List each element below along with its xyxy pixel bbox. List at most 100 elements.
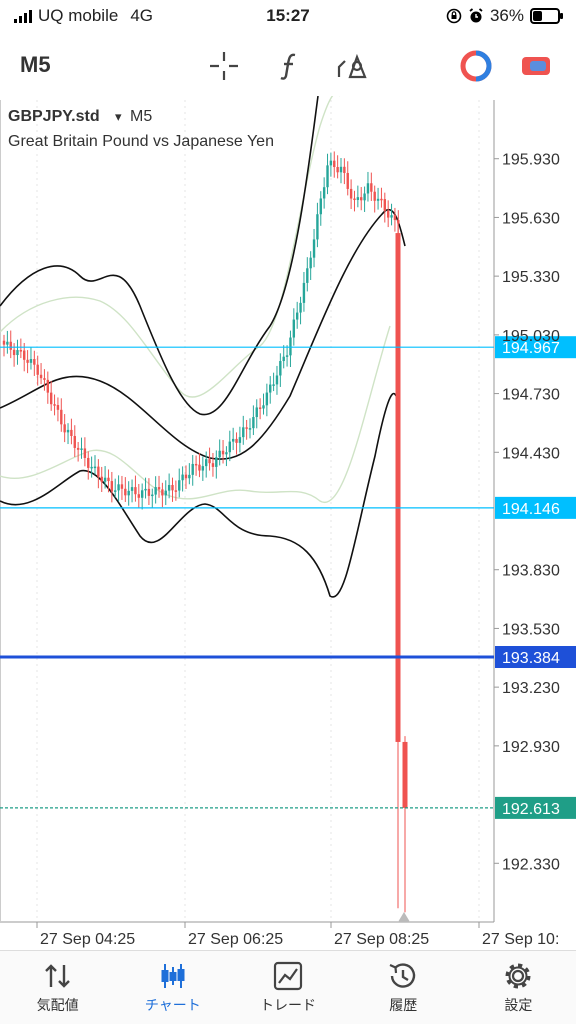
candle-body xyxy=(76,447,80,450)
candle-body xyxy=(225,452,228,455)
candle-body xyxy=(33,359,36,365)
nav-settings[interactable]: 設定 xyxy=(461,951,576,1024)
candle-body xyxy=(289,337,292,356)
candle-body xyxy=(208,459,211,464)
candle-body xyxy=(39,374,43,379)
price-axis-label: 195.930 xyxy=(502,152,560,169)
candle-body xyxy=(316,214,319,240)
status-time: 15:27 xyxy=(266,6,310,25)
candle-body xyxy=(70,429,73,436)
candle-body xyxy=(302,282,306,303)
candle-body xyxy=(393,215,397,221)
candle-body xyxy=(363,193,366,201)
candle-body xyxy=(272,384,275,386)
nav-quotes[interactable]: 気配値 xyxy=(0,951,115,1024)
candle-body xyxy=(147,488,151,496)
candle-body xyxy=(178,480,181,491)
candle-body xyxy=(36,364,39,375)
candle-body xyxy=(366,183,370,194)
crosshair-icon[interactable] xyxy=(206,48,242,84)
price-axis-label: 195.630 xyxy=(502,210,560,227)
price-chart[interactable]: 194.967 194.146 193.384 192.613 195.930 195.… xyxy=(0,92,576,950)
candle-body xyxy=(97,466,100,477)
candle-body xyxy=(329,160,333,166)
price-level-tag xyxy=(495,496,576,519)
candle-body xyxy=(292,319,296,338)
nav-chart[interactable]: チャート xyxy=(115,951,230,1024)
candle-body xyxy=(43,378,46,380)
chart-symbol: GBPJPY.std xyxy=(8,108,100,125)
candle-body xyxy=(235,438,238,443)
candle-body xyxy=(191,463,194,475)
candle-body xyxy=(346,172,349,189)
candle-body xyxy=(319,198,322,215)
candle-body xyxy=(205,459,208,467)
candle-body xyxy=(248,428,252,430)
candle-body xyxy=(100,476,103,482)
candle-body xyxy=(279,361,282,376)
candle-body xyxy=(306,268,309,283)
candle-body xyxy=(184,474,188,479)
time-axis-label: 27 Sep 04:25 xyxy=(40,931,135,948)
trading-icon[interactable] xyxy=(458,48,494,84)
candle-body xyxy=(110,481,114,492)
quotes-icon xyxy=(44,964,70,988)
network-type: 4G xyxy=(130,6,153,25)
candle-body xyxy=(356,197,360,200)
candle-body xyxy=(194,463,198,466)
function-icon[interactable] xyxy=(272,48,308,84)
settings-icon xyxy=(505,963,531,989)
candle-body xyxy=(282,356,285,362)
candle-body xyxy=(2,340,6,345)
candle-body xyxy=(198,464,201,471)
candle-body xyxy=(120,484,124,489)
candle-body xyxy=(373,191,376,201)
candle-body xyxy=(265,392,269,406)
scroll-marker-icon[interactable] xyxy=(398,912,410,922)
battery-icon xyxy=(530,8,563,24)
envelope-inner-line xyxy=(0,92,341,398)
candle-body xyxy=(231,438,235,442)
candle-body xyxy=(238,437,242,443)
candle-body xyxy=(127,490,130,496)
candle-body xyxy=(188,474,191,479)
candle-body xyxy=(390,215,393,218)
chart-period: M5 xyxy=(130,108,152,125)
candle-body xyxy=(9,341,12,350)
candle-body xyxy=(130,487,134,491)
candle-body xyxy=(218,450,221,458)
candle-body xyxy=(343,166,346,173)
time-axis-label: 27 Sep 08:25 xyxy=(334,931,429,948)
price-axis-label: 193.230 xyxy=(502,680,560,697)
envelope-outer-line xyxy=(0,95,319,416)
candle-body xyxy=(93,466,97,469)
candle-body xyxy=(60,409,63,425)
candle-body xyxy=(73,435,76,448)
candle-body xyxy=(299,302,302,313)
price-axis-label: 193.830 xyxy=(502,563,560,580)
candle-body xyxy=(262,405,265,409)
candle-body xyxy=(83,448,87,458)
candle-body xyxy=(275,375,279,385)
candle-body xyxy=(228,441,231,453)
candle-body xyxy=(19,350,23,352)
candle-body xyxy=(386,210,390,218)
nav-trade[interactable]: トレード xyxy=(230,951,345,1024)
chart-toolbar: M5 xyxy=(0,34,576,96)
chart-canvas[interactable]: 194.967 194.146 193.384 192.613 195.930 195.… xyxy=(0,92,576,950)
status-bar: UQ mobile 4G 15:27 36% xyxy=(0,0,576,34)
candle-body xyxy=(90,466,93,469)
candle-body xyxy=(117,484,120,491)
brand-icon[interactable] xyxy=(518,48,554,84)
symbol-dropdown-icon[interactable]: ▾ xyxy=(115,110,122,125)
candle-body xyxy=(53,404,56,406)
candle-body xyxy=(201,466,205,471)
candle-body xyxy=(137,494,140,498)
candle-body xyxy=(395,233,401,742)
timeframe-button[interactable]: M5 xyxy=(20,52,51,77)
candle-body xyxy=(242,427,245,438)
nav-history[interactable]: 履歴 xyxy=(346,951,461,1024)
price-axis-label: 194.730 xyxy=(502,387,560,404)
candle-body xyxy=(380,198,383,201)
objects-icon[interactable] xyxy=(334,48,370,84)
